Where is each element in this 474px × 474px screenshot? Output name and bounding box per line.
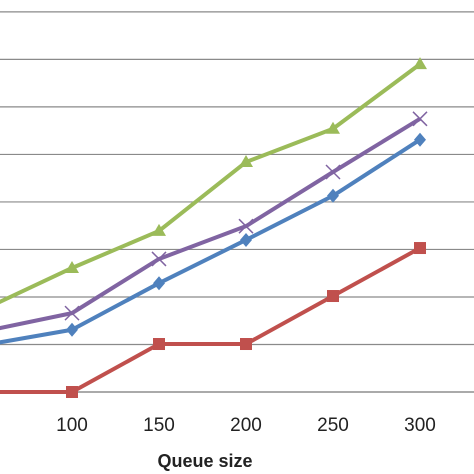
marker bbox=[66, 386, 78, 398]
series-line bbox=[0, 246, 421, 394]
marker bbox=[64, 305, 80, 321]
series-line bbox=[0, 62, 422, 305]
marker bbox=[327, 290, 339, 303]
marker bbox=[414, 132, 426, 147]
x-tick-label: 200 bbox=[230, 415, 262, 436]
marker bbox=[325, 164, 341, 180]
marker bbox=[151, 251, 167, 267]
x-tick-label: 150 bbox=[143, 415, 175, 436]
x-axis-title: Queue size bbox=[157, 451, 252, 471]
x-tick-label: 300 bbox=[404, 415, 436, 436]
x-tick-label: 250 bbox=[317, 415, 349, 436]
marker bbox=[412, 111, 428, 127]
marker bbox=[240, 232, 252, 247]
marker bbox=[238, 218, 254, 234]
marker bbox=[66, 322, 78, 337]
marker bbox=[327, 188, 339, 203]
marker bbox=[153, 338, 165, 351]
marker bbox=[239, 155, 253, 168]
marker bbox=[153, 276, 165, 291]
marker bbox=[65, 260, 79, 273]
marker bbox=[414, 242, 426, 255]
marker bbox=[240, 338, 252, 351]
marker bbox=[413, 57, 427, 70]
marker bbox=[326, 121, 340, 134]
marker bbox=[152, 223, 166, 236]
series-line bbox=[0, 117, 422, 331]
series-line bbox=[0, 138, 422, 345]
x-tick-label: 100 bbox=[56, 415, 88, 436]
